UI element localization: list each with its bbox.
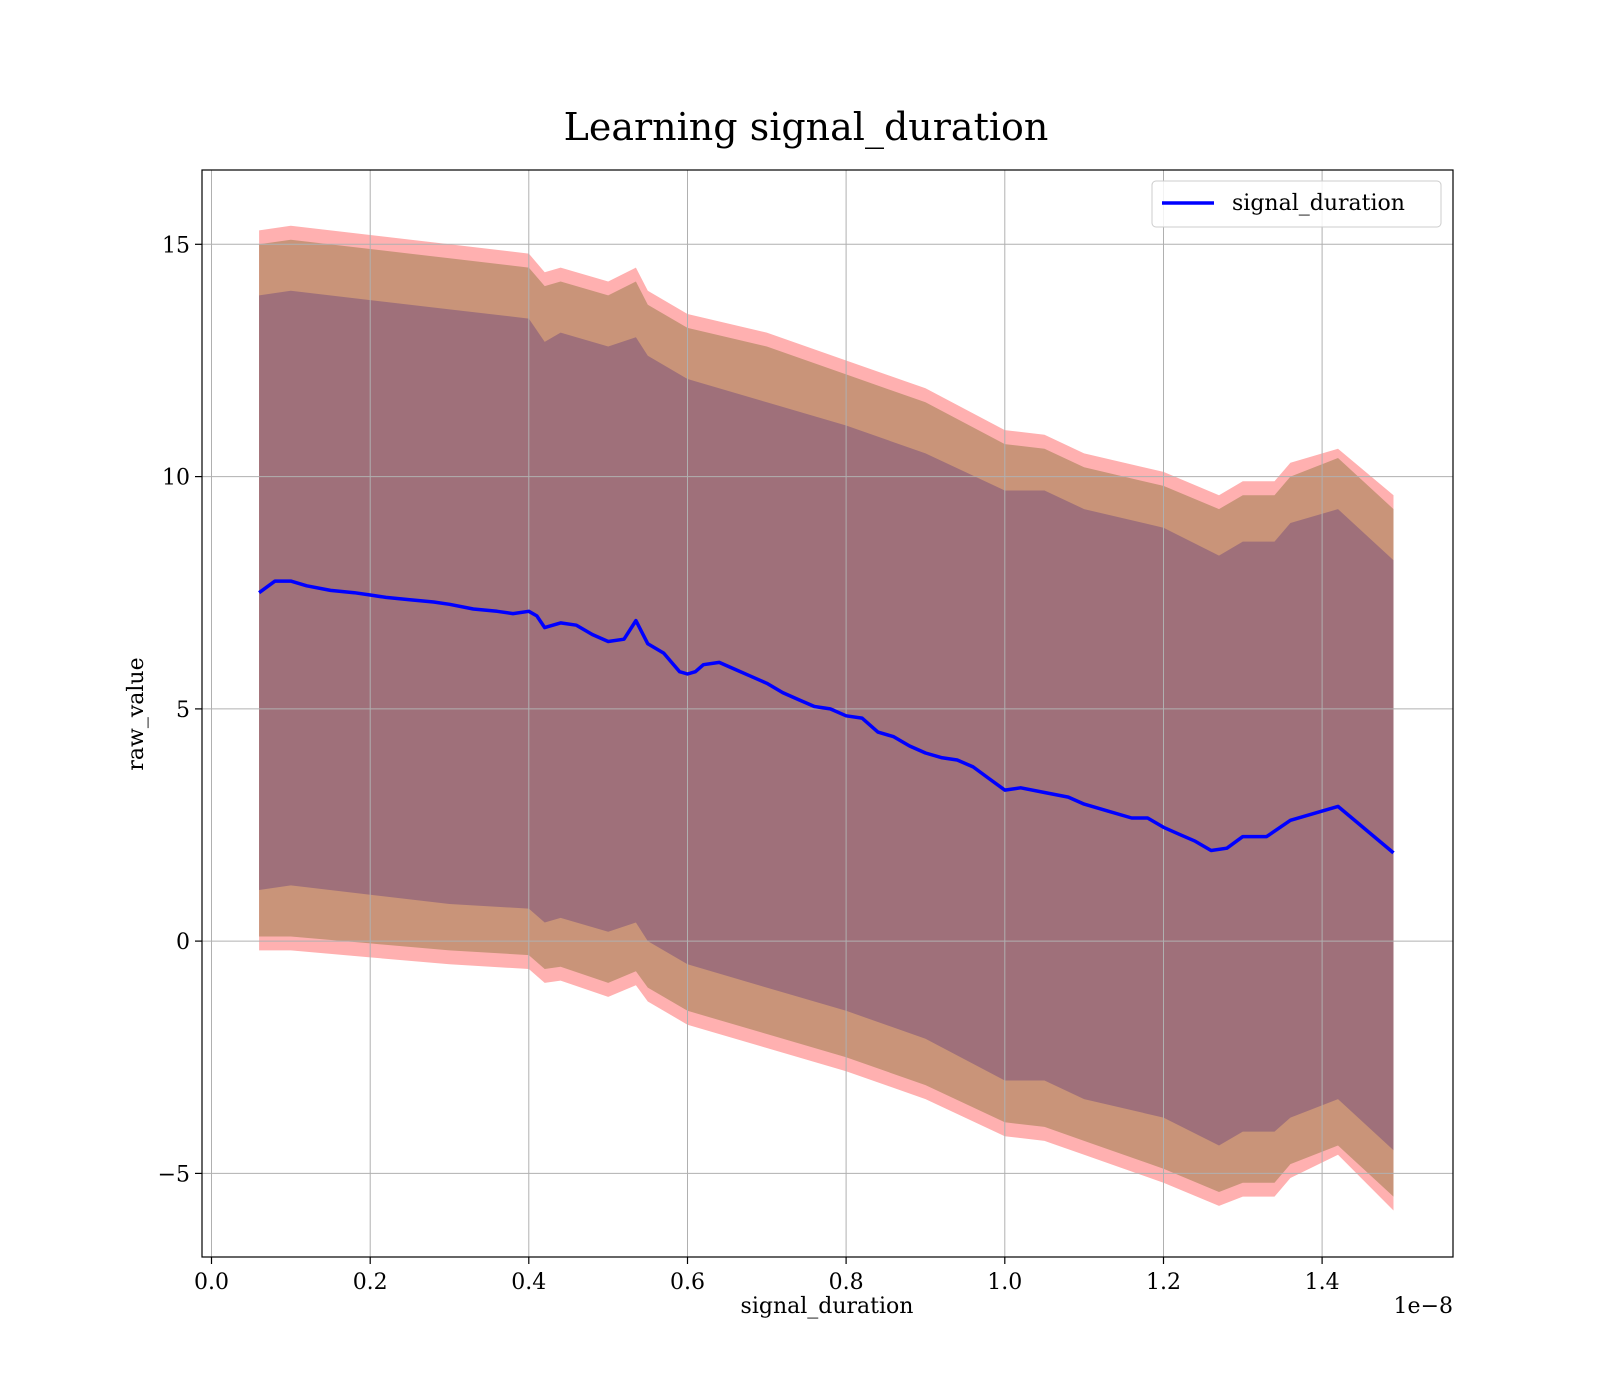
- x-axis: 0.0 0.2 0.4 0.6 0.8 1.0 1.2 1.4: [194, 1257, 1340, 1295]
- band-inner: [259, 290, 1394, 1151]
- line-layer: [258, 579, 1395, 855]
- x-tick-label-6: 1.2: [1146, 1270, 1181, 1295]
- y-tick-label-2: 5: [176, 698, 190, 723]
- legend: signal_duration: [1151, 180, 1442, 228]
- x-tick-label-7: 1.4: [1305, 1270, 1340, 1295]
- x-tick-label-3: 0.6: [670, 1270, 705, 1295]
- x-axis-offset-label: 1e−8: [1394, 1294, 1453, 1319]
- y-axis: −5 0 5 10 15: [158, 233, 202, 1187]
- legend-entry-signal-duration: signal_duration: [1232, 191, 1405, 216]
- x-tick-label-0: 0.0: [194, 1270, 229, 1295]
- bands-layer: [259, 225, 1394, 1211]
- x-tick-label-4: 0.8: [829, 1270, 864, 1295]
- y-tick-label-4: 15: [162, 233, 190, 258]
- grid-layer: [202, 170, 1453, 1257]
- y-tick-label-1: 0: [176, 930, 190, 955]
- x-axis-title: signal_duration: [741, 1294, 914, 1319]
- series-line-0: [258, 579, 1395, 855]
- plot-frame: [201, 169, 1454, 1258]
- legend-box: [1151, 180, 1442, 228]
- y-axis-title: raw_value: [124, 657, 149, 770]
- y-tick-label-0: −5: [158, 1162, 190, 1187]
- x-tick-label-1: 0.2: [353, 1270, 388, 1295]
- chart-title: Learning signal_duration: [564, 105, 1049, 150]
- y-tick-label-3: 10: [162, 466, 190, 491]
- x-tick-label-5: 1.0: [987, 1270, 1022, 1295]
- x-tick-label-2: 0.4: [511, 1270, 546, 1295]
